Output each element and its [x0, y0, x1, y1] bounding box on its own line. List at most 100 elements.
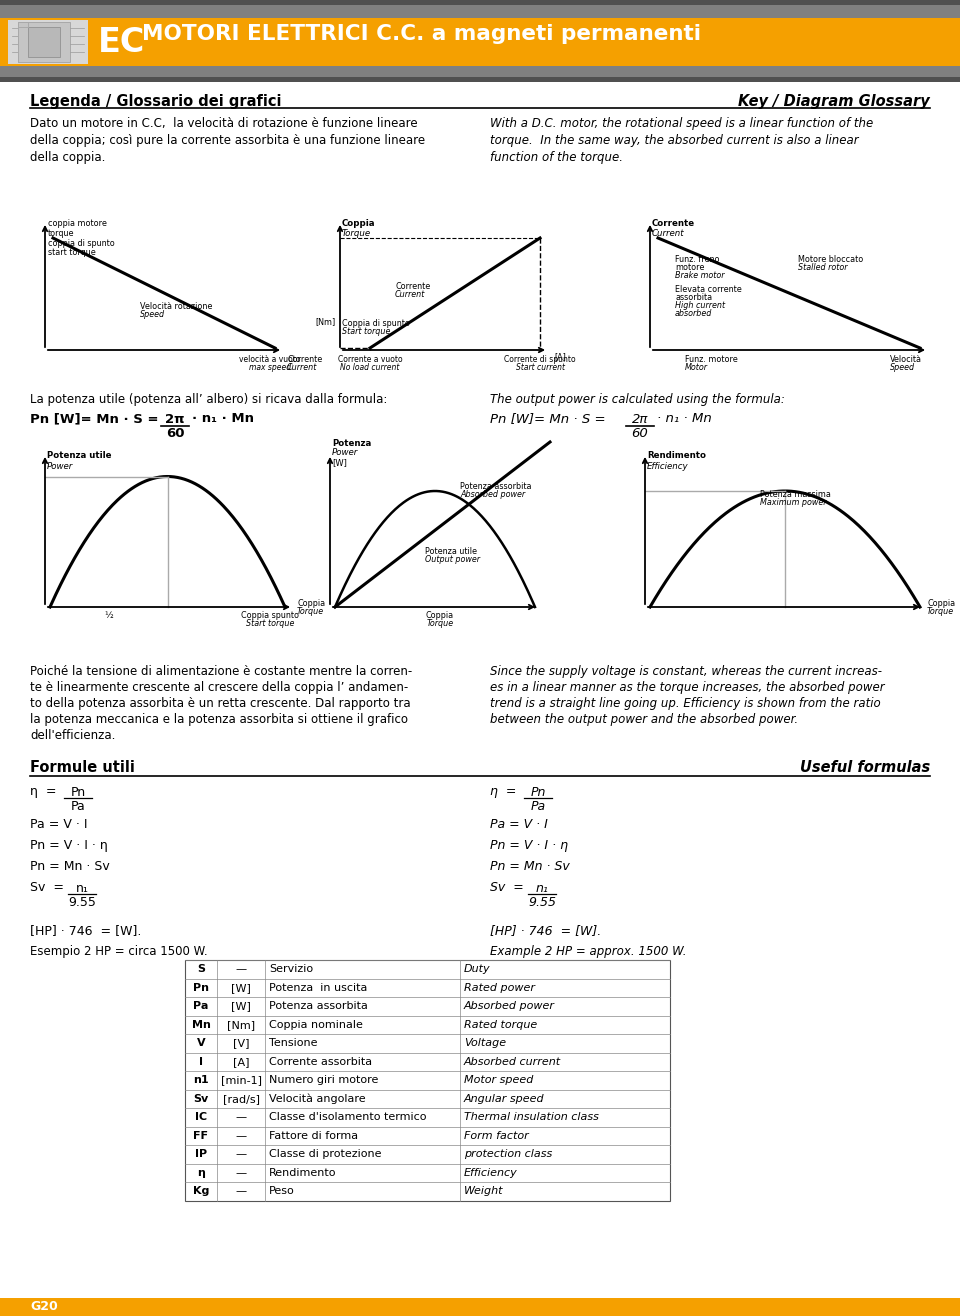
Bar	[0, 18, 960, 66]
Text: Pn = V · I · η: Pn = V · I · η	[30, 840, 108, 851]
Text: Potenza assorbita: Potenza assorbita	[460, 482, 532, 491]
Text: start torque: start torque	[48, 247, 96, 257]
Text: [V]: [V]	[232, 1038, 250, 1049]
Text: Pa: Pa	[193, 1001, 208, 1011]
Text: Esempio 2 HP = circa 1500 W.: Esempio 2 HP = circa 1500 W.	[30, 945, 207, 958]
Text: Duty: Duty	[464, 965, 491, 974]
Text: assorbita: assorbita	[675, 293, 712, 301]
Text: Start current: Start current	[516, 363, 564, 372]
Text: Tensione: Tensione	[269, 1038, 318, 1049]
Text: Pn [W]= Mn · S =: Pn [W]= Mn · S =	[30, 412, 163, 425]
Text: coppia di spunto: coppia di spunto	[48, 240, 115, 247]
Text: Useful formulas: Useful formulas	[800, 761, 930, 775]
Text: Speed: Speed	[890, 363, 915, 372]
Text: Peso: Peso	[269, 1186, 295, 1196]
Text: 9.55: 9.55	[68, 896, 96, 909]
Bar	[185, 959, 670, 1200]
Text: protection class: protection class	[464, 1149, 552, 1159]
Text: Pn: Pn	[70, 786, 85, 799]
Text: MOTORI ELETTRICI C.C. a magneti permanenti: MOTORI ELETTRICI C.C. a magneti permanen…	[142, 24, 701, 43]
Text: Weight: Weight	[464, 1186, 503, 1196]
Text: Classe di protezione: Classe di protezione	[269, 1149, 381, 1159]
Text: Pn: Pn	[193, 983, 209, 992]
Text: la potenza meccanica e la potenza assorbita si ottiene il grafico: la potenza meccanica e la potenza assorb…	[30, 713, 408, 726]
Text: Output power: Output power	[425, 555, 480, 565]
Text: 2π: 2π	[632, 413, 648, 426]
Text: Classe d'isolamento termico: Classe d'isolamento termico	[269, 1112, 426, 1123]
Text: Pa = V · I: Pa = V · I	[490, 819, 548, 830]
Text: Start torque: Start torque	[246, 619, 294, 628]
Text: [HP] · 746  = [W].: [HP] · 746 = [W].	[490, 924, 601, 937]
Text: The output power is calculated using the formula:: The output power is calculated using the…	[490, 393, 785, 407]
Text: ½: ½	[105, 611, 113, 620]
Text: Coppia nominale: Coppia nominale	[269, 1020, 363, 1029]
Text: [Nm]: [Nm]	[227, 1020, 255, 1029]
Text: absorbed: absorbed	[675, 309, 712, 318]
Text: Maximum power: Maximum power	[760, 497, 827, 507]
Text: Power: Power	[332, 447, 358, 457]
Text: η  =: η =	[490, 786, 516, 797]
Bar	[0, 1298, 960, 1316]
Text: della coppia; così pure la corrente assorbita è una funzione lineare: della coppia; così pure la corrente asso…	[30, 134, 425, 147]
Text: [W]: [W]	[231, 1001, 251, 1011]
Text: Elevata corrente: Elevata corrente	[675, 286, 742, 293]
Text: Fattore di forma: Fattore di forma	[269, 1130, 358, 1141]
Text: torque: torque	[48, 229, 75, 238]
Text: Current: Current	[652, 229, 684, 238]
Text: [min-1]: [min-1]	[221, 1075, 261, 1086]
Text: Key / Diagram Glossary: Key / Diagram Glossary	[738, 93, 930, 109]
Text: [HP] · 746  = [W].: [HP] · 746 = [W].	[30, 924, 141, 937]
Text: Corrente a vuoto: Corrente a vuoto	[338, 355, 402, 365]
Text: —: —	[235, 1167, 247, 1178]
Text: Coppia: Coppia	[297, 599, 325, 608]
Text: Corrente: Corrente	[652, 218, 695, 228]
Text: Absorbed current: Absorbed current	[464, 1057, 562, 1067]
Text: Kg: Kg	[193, 1186, 209, 1196]
Text: Funz. freno: Funz. freno	[675, 255, 719, 265]
Text: Torque: Torque	[297, 607, 324, 616]
Text: η  =: η =	[30, 786, 57, 797]
Text: Rated power: Rated power	[464, 983, 535, 992]
Text: to della potenza assorbita è un retta crescente. Dal rapporto tra: to della potenza assorbita è un retta cr…	[30, 697, 411, 711]
Text: Rated torque: Rated torque	[464, 1020, 538, 1029]
Text: Pa = V · I: Pa = V · I	[30, 819, 87, 830]
Text: Rendimento: Rendimento	[647, 451, 706, 461]
Text: Rendimento: Rendimento	[269, 1167, 337, 1178]
Text: Legenda / Glossario dei grafici: Legenda / Glossario dei grafici	[30, 93, 281, 109]
Text: 60: 60	[632, 426, 648, 440]
Text: Pa: Pa	[531, 800, 545, 813]
Text: Servizio: Servizio	[269, 965, 313, 974]
Text: —: —	[235, 1149, 247, 1159]
Text: La potenza utile (potenza all’ albero) si ricava dalla formula:: La potenza utile (potenza all’ albero) s…	[30, 393, 388, 407]
Text: Motor speed: Motor speed	[464, 1075, 534, 1086]
Text: Voltage: Voltage	[464, 1038, 506, 1049]
Text: 60: 60	[166, 426, 184, 440]
Text: Coppia spunto: Coppia spunto	[241, 611, 299, 620]
Text: I: I	[199, 1057, 203, 1067]
Text: Numero giri motore: Numero giri motore	[269, 1075, 378, 1086]
Text: Pn = V · I · η: Pn = V · I · η	[490, 840, 568, 851]
Text: [W]: [W]	[332, 458, 347, 467]
Text: n1: n1	[193, 1075, 209, 1086]
Text: With a D.C. motor, the rotational speed is a linear function of the: With a D.C. motor, the rotational speed …	[490, 117, 874, 130]
Text: velocità a vuoto: velocità a vuoto	[239, 355, 300, 365]
Text: [A]: [A]	[232, 1057, 250, 1067]
Text: dell'efficienza.: dell'efficienza.	[30, 729, 115, 742]
Text: Pn: Pn	[530, 786, 545, 799]
Text: Potenza assorbita: Potenza assorbita	[269, 1001, 368, 1011]
Text: Pn = Mn · Sv: Pn = Mn · Sv	[490, 859, 569, 873]
Bar	[28, 28, 60, 57]
Text: Potenza utile: Potenza utile	[425, 547, 477, 555]
Text: coppia motore: coppia motore	[48, 218, 107, 228]
Text: Brake motor: Brake motor	[675, 271, 725, 280]
Text: —: —	[235, 1186, 247, 1196]
Text: Motore bloccato: Motore bloccato	[798, 255, 863, 265]
Text: —: —	[235, 1130, 247, 1141]
Text: Coppia di spunto: Coppia di spunto	[342, 318, 410, 328]
Text: te è linearmente crescente al crescere della coppia l’ andamen-: te è linearmente crescente al crescere d…	[30, 680, 408, 694]
Text: Torque: Torque	[927, 607, 954, 616]
Bar	[0, 0, 960, 82]
Text: η: η	[197, 1167, 204, 1178]
Text: [A]: [A]	[554, 351, 565, 361]
Bar	[0, 0, 960, 5]
